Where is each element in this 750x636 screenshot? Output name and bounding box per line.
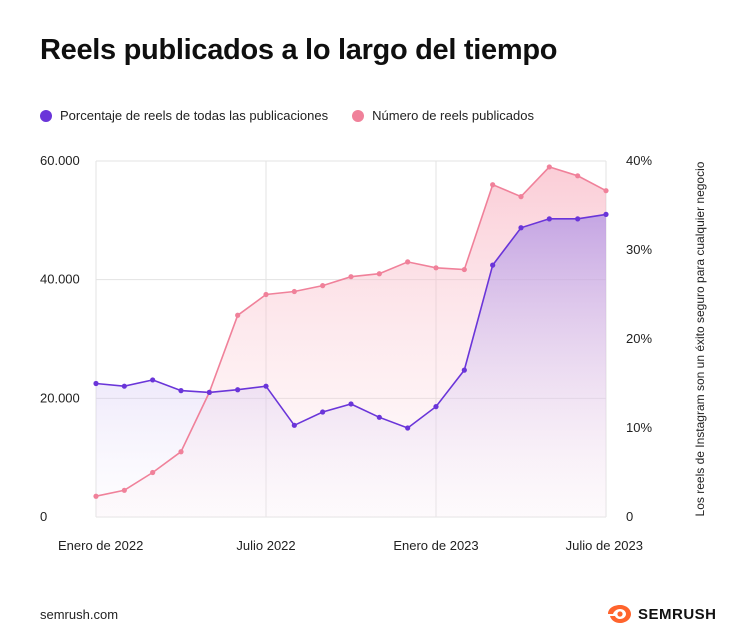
legend-dot-percent [40,109,52,122]
point-count [263,291,269,298]
x-tick-label: Enero de 2023 [393,538,478,553]
brand-name: SEMRUSH [638,605,717,623]
legend-item-percent: Porcentaje de reels de todas las publica… [40,108,328,123]
point-count [150,469,156,476]
point-percent [433,404,439,410]
point-count [348,274,354,280]
y-right-axis-label: Los reels de Instagram son un éxito segu… [693,161,707,516]
point-count [93,493,99,499]
legend-label-count: Número de reels publicados [372,108,534,123]
point-count [518,194,524,200]
y-right-tick-label: 40% [626,153,652,168]
x-tick-label: Julio 2022 [236,538,295,553]
y-left-tick-label: 20.000 [40,390,80,405]
point-percent [206,389,212,395]
y-left-tick-label: 0 [40,509,47,524]
point-count [121,487,127,493]
legend-dot-count [352,109,365,122]
point-percent [320,409,326,415]
point-count [461,266,467,273]
legend-item-count: Número de reels publicados [352,108,534,123]
legend: Porcentaje de reels de todas las publica… [40,108,558,123]
brand-logo: SEMRUSH [606,604,717,624]
point-percent [263,383,269,389]
y-right-tick-label: 30% [626,242,652,257]
point-percent [575,216,581,222]
point-count [575,173,581,179]
y-left-tick-label: 60.000 [40,153,80,168]
point-percent [603,211,609,217]
point-percent [291,422,297,428]
point-percent [405,425,411,431]
point-percent [376,414,382,420]
point-count [433,265,439,271]
y-right-tick-label: 20% [626,331,652,346]
point-percent [235,387,241,393]
point-percent [150,377,156,383]
point-count [490,182,496,188]
point-count [320,283,326,289]
y-right-tick-label: 10% [626,420,652,435]
point-percent [461,367,467,373]
x-tick-label: Julio de 2023 [566,538,643,553]
point-percent [348,401,354,407]
point-count [376,271,382,277]
point-percent [518,225,524,231]
point-count [235,312,241,318]
point-percent [93,380,99,387]
point-count [603,188,609,194]
semrush-flame-icon [608,605,631,623]
point-count [405,259,411,265]
legend-label-percent: Porcentaje de reels de todas las publica… [60,108,329,123]
point-percent [178,388,184,394]
point-count [546,164,552,170]
y-right-tick-label: 0 [626,509,633,524]
area-percent [96,214,606,517]
chart-title: Reels publicados a lo largo del tiempo [40,34,558,66]
x-tick-label: Enero de 2022 [58,538,143,553]
point-count [291,288,297,295]
source-label: semrush.com [40,607,119,622]
y-left-tick-label: 40.000 [40,272,80,287]
point-percent [121,383,127,389]
point-percent [546,216,552,222]
point-count [178,449,184,455]
point-percent [490,262,496,268]
